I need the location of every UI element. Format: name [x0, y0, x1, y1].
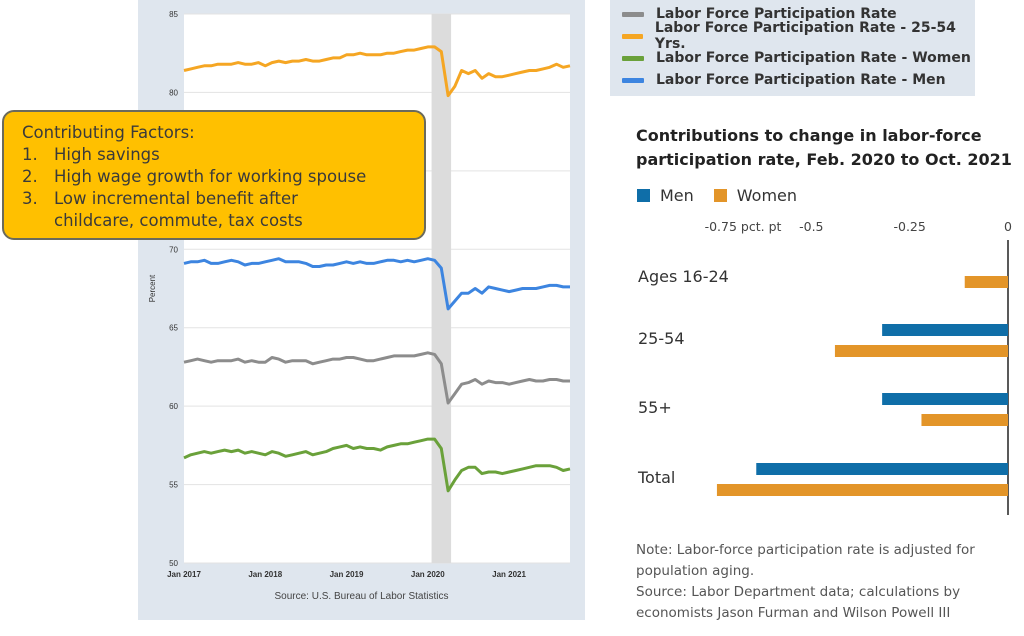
bar-women	[834, 345, 1008, 357]
series-line	[183, 45, 571, 98]
bar-men	[756, 463, 1008, 475]
y-axis-label: Percent	[148, 274, 157, 302]
legend-label-women: Women	[736, 186, 798, 205]
category-label: Ages 16-24	[638, 267, 729, 286]
bar-women	[921, 414, 1008, 426]
category-label: Total	[637, 468, 675, 487]
factor-number: 2.	[22, 167, 38, 186]
x-tick-label: 0	[1004, 219, 1012, 234]
y-tick-label: 85	[169, 10, 178, 19]
bar-men	[882, 393, 1008, 405]
x-tick-label: -0.5	[799, 219, 823, 234]
y-tick-label: 60	[169, 402, 178, 411]
y-tick-label: 50	[169, 559, 178, 568]
category-label: 55+	[638, 398, 672, 417]
legend-label: Labor Force Participation Rate - Men	[656, 72, 946, 88]
legend-swatch-women	[622, 55, 644, 61]
y-tick-label: 65	[169, 324, 178, 333]
y-tick-label: 80	[169, 88, 178, 97]
legend-swatch-men	[622, 77, 644, 83]
legend-label-men: Men	[660, 186, 694, 205]
legend-item-women: Labor Force Participation Rate - Women	[622, 48, 971, 68]
line-chart-legend: Labor Force Participation Rate Labor For…	[610, 0, 975, 96]
contributing-factors-callout: Contributing Factors: 1. High savings 2.…	[2, 110, 426, 240]
source-text: Source: Labor Department data; calculati…	[636, 584, 961, 621]
series-line	[183, 437, 571, 493]
y-tick-label: 55	[169, 481, 178, 490]
x-tick-label: -0.75 pct. pt	[705, 219, 782, 234]
x-tick-label: Jan 2019	[330, 570, 364, 579]
bar-women	[716, 484, 1008, 496]
bar-chart-legend: Men Women	[637, 186, 797, 205]
factor-item: 2. High wage growth for working spouse	[22, 166, 424, 188]
x-tick-label: Jan 2021	[492, 570, 526, 579]
x-tick-label: Jan 2017	[167, 570, 201, 579]
category-label: 25-54	[638, 329, 685, 348]
legend-label: Labor Force Participation Rate - 25-54 Y…	[654, 20, 956, 52]
factor-number: 3.	[22, 189, 38, 208]
legend-swatch-women	[713, 189, 727, 202]
bar-chart: -0.75 pct. pt -0.5 -0.25 0 Ages 16-24 25-54 55…	[637, 219, 1012, 515]
legend-swatch-men	[637, 189, 650, 202]
x-tick-label: Jan 2018	[248, 570, 282, 579]
factor-item: 3. Low incremental benefit after childca…	[22, 188, 424, 232]
legend-item-men: Labor Force Participation Rate - Men	[622, 70, 946, 90]
factor-item: 1. High savings	[22, 144, 424, 166]
y-tick-label: 70	[169, 245, 178, 254]
legend-swatch-total	[622, 11, 644, 17]
legend-swatch-25-54	[622, 33, 643, 39]
legend-item-total: Labor Force Participation Rate	[622, 4, 897, 24]
plot-area	[184, 14, 570, 563]
bar-men	[882, 324, 1008, 336]
factor-text: High wage growth for working spouse	[54, 167, 367, 186]
factor-number: 1.	[22, 145, 38, 164]
x-tick-label: Jan 2020	[411, 570, 445, 579]
chart-source: Source: U.S. Bureau of Labor Statistics	[274, 591, 449, 602]
legend-label: Labor Force Participation Rate - Women	[656, 50, 971, 66]
bar-chart-notes: Note: Labor-force participation rate is …	[636, 540, 1016, 624]
x-tick-label: -0.25	[893, 219, 925, 234]
callout-heading: Contributing Factors:	[22, 123, 195, 142]
bar-chart-title: Contributions to change in labor-force p…	[636, 126, 1012, 169]
note-text: Note: Labor-force participation rate is …	[636, 542, 975, 579]
legend-label: Labor Force Participation Rate	[656, 6, 897, 22]
factor-text: High savings	[54, 145, 160, 164]
legend-item-25-54: Labor Force Participation Rate - 25-54 Y…	[622, 20, 975, 52]
recession-shading	[431, 14, 452, 563]
series-line	[183, 351, 570, 405]
series-line	[183, 257, 570, 311]
factor-text: Low incremental benefit after childcare,…	[54, 189, 303, 230]
bar-women	[964, 276, 1008, 288]
